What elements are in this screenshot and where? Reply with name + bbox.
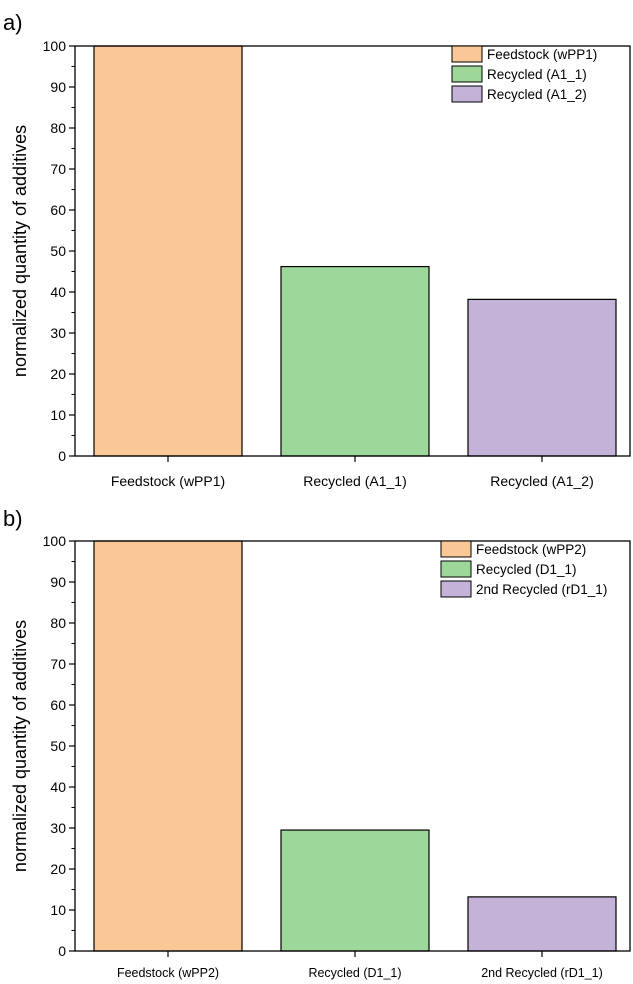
y-tick-label: 80	[50, 615, 66, 631]
legend-label: 2nd Recycled (rD1_1)	[476, 582, 607, 597]
y-tick-label: 60	[50, 202, 66, 218]
y-tick-label: 30	[50, 325, 66, 341]
y-tick-label: 20	[50, 366, 66, 382]
panel-label: a)	[3, 10, 23, 35]
legend-swatch	[440, 580, 472, 598]
y-tick-label: 0	[58, 943, 66, 959]
bar-2	[280, 265, 430, 457]
y-tick-label: 20	[50, 861, 66, 877]
legend-swatch	[440, 560, 472, 578]
y-tick-label: 50	[50, 738, 66, 754]
chart-panel-b: b) 0 10 20 30 40 50 60 70 80 90 100 Feedstock (wPP2)…	[3, 506, 631, 980]
legend-swatch	[451, 45, 483, 63]
legend-label: Recycled (D1_1)	[476, 562, 577, 577]
y-tick-label: 40	[50, 284, 66, 300]
y-axis-label: normalized quantity of additives	[10, 125, 30, 377]
y-tick-label: 80	[50, 120, 66, 136]
chart-panel-a: a) 0 10 20 30 40 50 60 70 80 90 100 Feedstock (wPP1)…	[3, 10, 631, 489]
y-tick-label: 100	[43, 38, 67, 54]
y-tick-label: 90	[50, 574, 66, 590]
bar-2	[280, 829, 430, 952]
bar-3	[467, 896, 617, 952]
y-tick-label: 70	[50, 161, 66, 177]
y-tick-label: 40	[50, 779, 66, 795]
y-tick-label: 30	[50, 820, 66, 836]
legend-label: Recycled (A1_2)	[487, 87, 587, 102]
y-tick-label: 50	[50, 243, 66, 259]
legend-swatch	[451, 85, 483, 103]
x-tick-label: Recycled (D1_1)	[308, 966, 401, 980]
x-tick-label: Recycled (A1_1)	[303, 473, 407, 489]
y-tick-label: 10	[50, 407, 66, 423]
legend-swatch	[440, 540, 472, 558]
legend-swatch	[451, 65, 483, 83]
legend: Feedstock (wPP1) Recycled (A1_1) Recycled …	[451, 45, 597, 103]
y-tick-label: 60	[50, 697, 66, 713]
y-tick-label: 70	[50, 656, 66, 672]
bar-1	[93, 45, 243, 457]
y-tick-label: 90	[50, 79, 66, 95]
legend-label: Feedstock (wPP1)	[487, 47, 597, 62]
y-tick-label: 10	[50, 902, 66, 918]
legend-label: Feedstock (wPP2)	[476, 542, 586, 557]
x-tick-label: Feedstock (wPP2)	[117, 966, 219, 980]
bar-3	[467, 298, 617, 457]
legend-label: Recycled (A1_1)	[487, 67, 587, 82]
panel-label: b)	[3, 506, 23, 531]
bar-1	[93, 540, 243, 952]
legend: Feedstock (wPP2) Recycled (D1_1) 2nd Recyc…	[440, 540, 607, 598]
x-tick-label: Feedstock (wPP1)	[111, 473, 225, 489]
x-tick-label: Recycled (A1_2)	[490, 473, 594, 489]
x-tick-label: 2nd Recycled (rD1_1)	[481, 966, 603, 980]
y-axis-label: normalized quantity of additives	[10, 620, 30, 872]
y-tick-label: 0	[58, 448, 66, 464]
y-tick-label: 100	[43, 533, 67, 549]
